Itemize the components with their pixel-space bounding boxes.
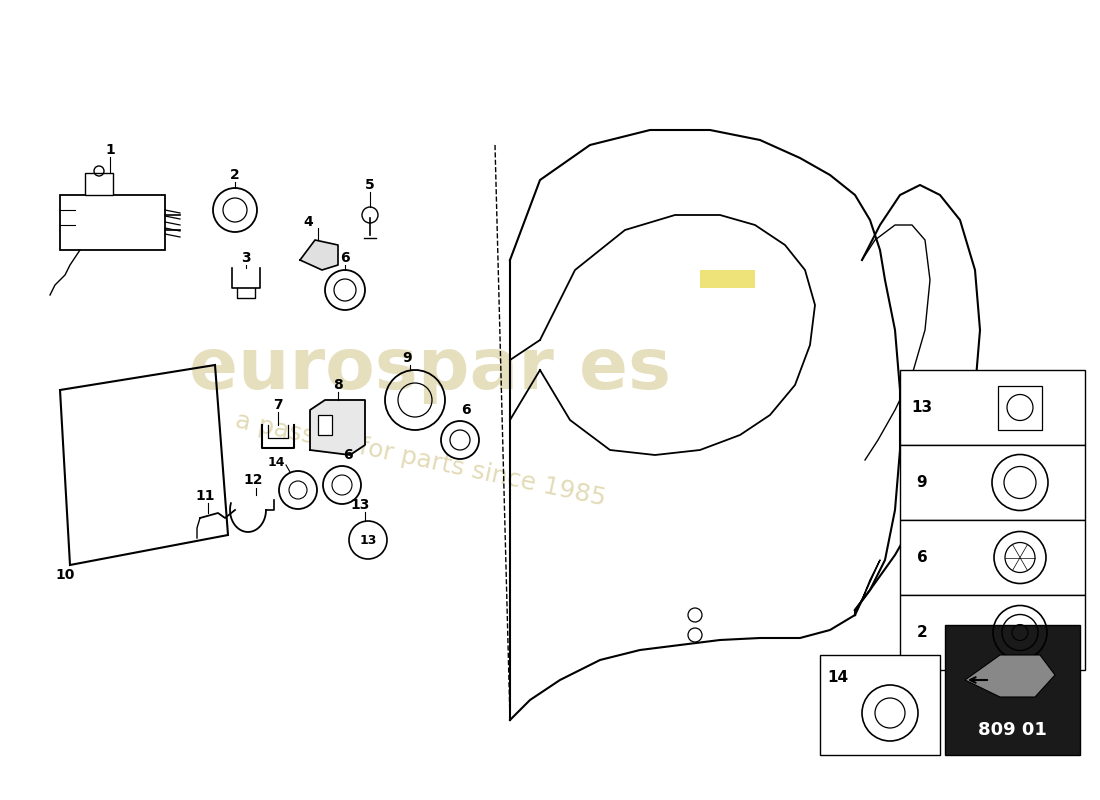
Bar [700,270,755,288]
Text: 9: 9 [403,351,411,365]
Text: 2: 2 [230,168,240,182]
Text: 2: 2 [916,625,927,640]
Bar [900,370,1085,445]
Polygon shape [310,400,365,455]
Text: eurospar es: eurospar es [189,335,671,405]
Text: 12: 12 [243,473,263,487]
Text: 13: 13 [912,400,933,415]
Text: 14: 14 [827,670,848,685]
Bar [998,386,1042,430]
Text: 13: 13 [360,534,376,546]
Text: 6: 6 [343,448,353,462]
Bar [945,625,1080,755]
Text: 10: 10 [55,568,75,582]
Text: a passion for parts since 1985: a passion for parts since 1985 [232,409,607,511]
Polygon shape [300,240,338,270]
Text: 1: 1 [106,143,114,157]
Bar [60,195,165,250]
Bar [900,595,1085,670]
Text: 13: 13 [350,498,370,512]
Text: 5: 5 [365,178,375,192]
Bar [900,445,1085,520]
Text: 6: 6 [916,550,927,565]
Text: 809 01: 809 01 [978,721,1046,739]
Bar [900,520,1085,595]
Text: 11: 11 [196,489,214,503]
Text: 6: 6 [461,403,471,417]
Text: 14: 14 [267,455,285,469]
Text: 4: 4 [304,215,312,229]
Text: 3: 3 [241,251,251,265]
Polygon shape [965,655,1055,697]
Text: 6: 6 [340,251,350,265]
Bar [85,173,113,195]
Text: 9: 9 [916,475,927,490]
Bar [318,415,332,435]
Text: 7: 7 [273,398,283,412]
Text: 8: 8 [333,378,343,392]
Bar [820,655,940,755]
